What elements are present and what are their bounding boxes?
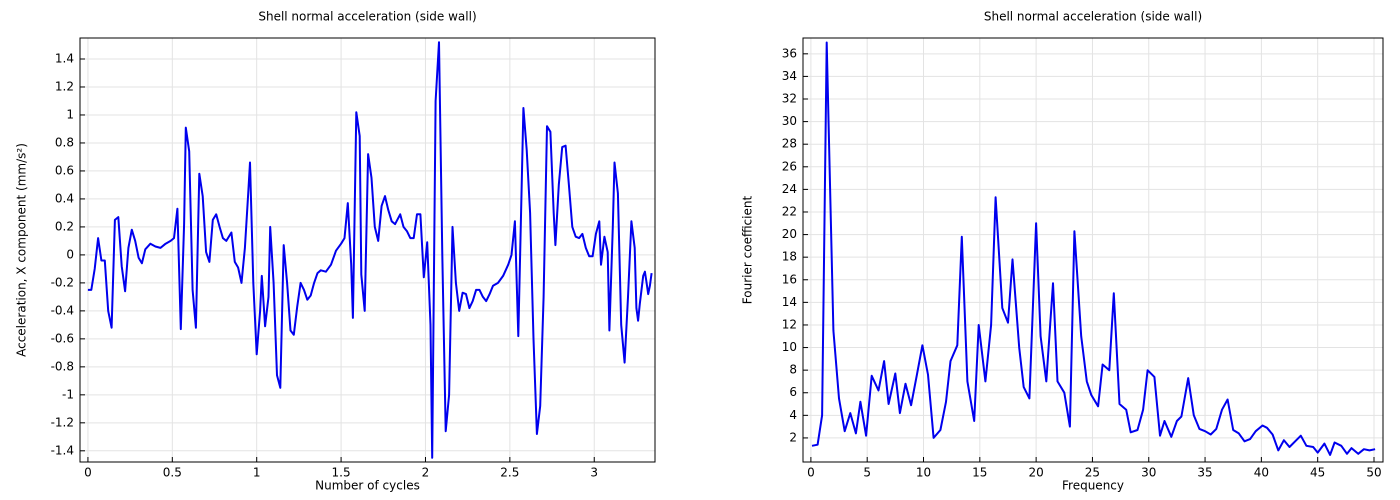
x-tick-label: 25 — [1085, 466, 1100, 480]
y-tick-label: 0.4 — [55, 191, 74, 205]
y-tick-label: -1.4 — [51, 443, 74, 457]
x-tick-label: 10 — [916, 466, 931, 480]
y-axis-label: Acceleration, X component (mm/s²) — [15, 143, 29, 357]
y-tick-label: 34 — [782, 69, 797, 83]
data-line — [811, 41, 1376, 456]
chart-panel: Shell normal acceleration (side wall) Num… — [15, 10, 656, 493]
y-tick-label: -0.2 — [51, 275, 74, 289]
y-tick-label: 1.4 — [55, 51, 74, 65]
x-tick-label: 3 — [590, 466, 598, 480]
plot-frame — [802, 37, 1384, 463]
y-tick-label: 1.2 — [55, 79, 74, 93]
data-line — [87, 41, 653, 459]
y-tick-label: 6 — [789, 385, 797, 399]
y-tick-label: 0.8 — [55, 135, 74, 149]
y-tick-label: 2 — [789, 430, 797, 444]
y-tick-label: 4 — [789, 408, 797, 422]
x-tick-label: 45 — [1310, 466, 1325, 480]
x-tick-label: 0 — [84, 466, 92, 480]
y-tick-label: 30 — [782, 114, 797, 128]
y-tick-label: 32 — [782, 92, 797, 106]
y-tick-label: -1.2 — [51, 415, 74, 429]
x-axis-label: Frequency — [1062, 479, 1124, 493]
chart-title: Shell normal acceleration (side wall) — [258, 10, 476, 24]
y-tick-label: 36 — [782, 46, 797, 60]
y-tick-label: 1 — [66, 107, 74, 121]
chart-title: Shell normal acceleration (side wall) — [984, 10, 1202, 24]
x-tick-label: 1.5 — [332, 466, 351, 480]
y-axis-label: Fourier coefficient — [741, 196, 755, 305]
x-tick-label: 15 — [972, 466, 987, 480]
x-tick-label: 0.5 — [163, 466, 182, 480]
x-tick-label: 2.5 — [500, 466, 519, 480]
y-tick-label: -0.4 — [51, 303, 74, 317]
y-tick-label: -1 — [62, 387, 74, 401]
y-tick-label: 0 — [66, 247, 74, 261]
x-tick-label: 40 — [1254, 466, 1269, 480]
plot-area — [811, 41, 1376, 456]
y-tick-label: 22 — [782, 204, 797, 218]
y-tick-label: -0.8 — [51, 359, 74, 373]
x-tick-label: 5 — [863, 466, 871, 480]
y-tick-label: 28 — [782, 137, 797, 151]
y-tick-label: 14 — [782, 295, 797, 309]
y-tick-label: -0.6 — [51, 331, 74, 345]
y-tick-label: 10 — [782, 340, 797, 354]
x-tick-label: 30 — [1141, 466, 1156, 480]
x-tick-label: 2 — [422, 466, 430, 480]
plot-area — [87, 41, 653, 459]
x-tick-label: 1 — [253, 466, 261, 480]
x-axis-label: Number of cycles — [315, 479, 420, 493]
y-tick-label: 0.2 — [55, 219, 74, 233]
plot-frame — [79, 37, 656, 463]
y-tick-label: 8 — [789, 363, 797, 377]
x-tick-label: 50 — [1366, 466, 1381, 480]
y-tick-label: 16 — [782, 272, 797, 286]
y-tick-label: 24 — [782, 182, 797, 196]
chart-panel: Shell normal acceleration (side wall) Fre… — [741, 10, 1384, 493]
x-tick-label: 0 — [807, 466, 815, 480]
y-tick-label: 18 — [782, 250, 797, 264]
y-tick-label: 0.6 — [55, 163, 74, 177]
y-tick-label: 20 — [782, 227, 797, 241]
y-tick-label: 12 — [782, 317, 797, 331]
x-tick-label: 35 — [1197, 466, 1212, 480]
x-tick-label: 20 — [1028, 466, 1043, 480]
y-tick-label: 26 — [782, 159, 797, 173]
